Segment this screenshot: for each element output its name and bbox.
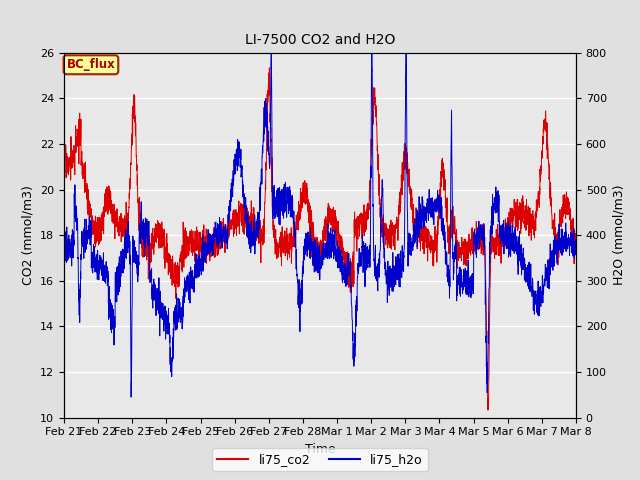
Legend: li75_co2, li75_h2o: li75_co2, li75_h2o bbox=[212, 448, 428, 471]
Y-axis label: H2O (mmol/m3): H2O (mmol/m3) bbox=[612, 185, 625, 286]
Text: BC_flux: BC_flux bbox=[67, 58, 115, 71]
Y-axis label: CO2 (mmol/m3): CO2 (mmol/m3) bbox=[22, 185, 35, 285]
X-axis label: Time: Time bbox=[305, 443, 335, 456]
Title: LI-7500 CO2 and H2O: LI-7500 CO2 and H2O bbox=[245, 34, 395, 48]
